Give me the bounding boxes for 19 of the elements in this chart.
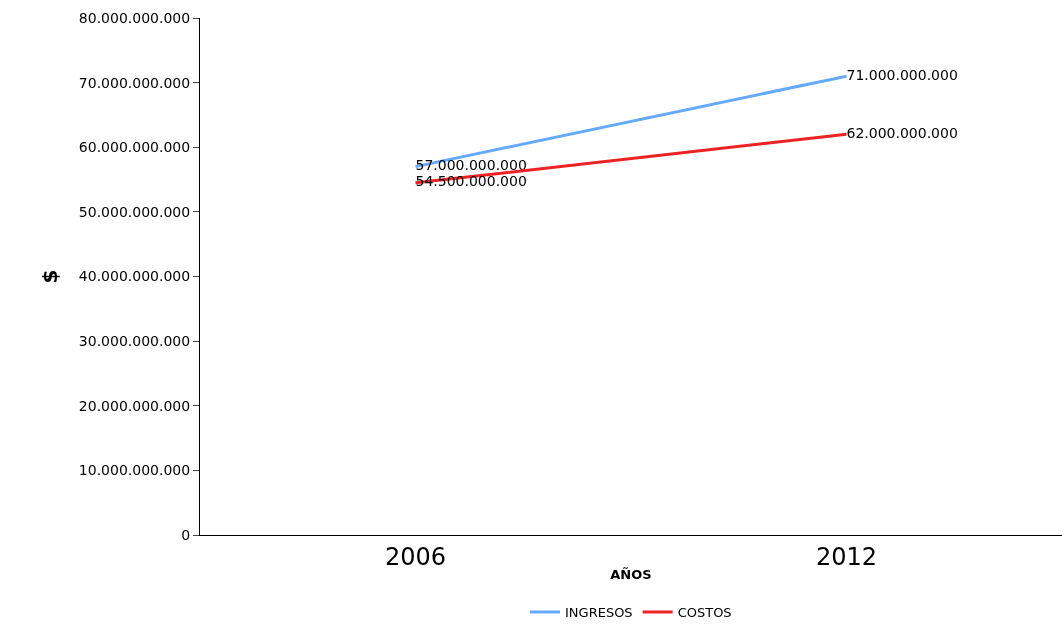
y-tick-label: 60.000.000.000 xyxy=(78,139,191,156)
y-tick-label: 0 xyxy=(181,526,191,543)
data-label: 62.000.000.000 xyxy=(846,124,958,141)
y-tick-label: 20.000.000.000 xyxy=(78,397,191,414)
x-tick-label: 2006 xyxy=(384,542,447,571)
data-label: 71.000.000.000 xyxy=(846,66,958,83)
y-tick-label: 50.000.000.000 xyxy=(78,203,191,220)
legend-label: INGRESOS xyxy=(565,605,633,621)
legend-label: COSTOS xyxy=(677,605,732,621)
y-tick-label: 80.000.000.000 xyxy=(78,9,191,26)
y-axis-title: $ xyxy=(38,269,63,284)
x-tick-label: 2012 xyxy=(815,542,878,571)
x-axis-title: AÑOS xyxy=(610,567,652,583)
y-tick-label: 30.000.000.000 xyxy=(78,333,191,350)
y-tick-label: 10.000.000.000 xyxy=(78,462,191,479)
y-tick-label: 40.000.000.000 xyxy=(78,268,191,285)
data-label: 54.500.000.000 xyxy=(415,173,527,190)
y-tick-label: 70.000.000.000 xyxy=(78,74,191,91)
data-label: 57.000.000.000 xyxy=(415,157,527,174)
